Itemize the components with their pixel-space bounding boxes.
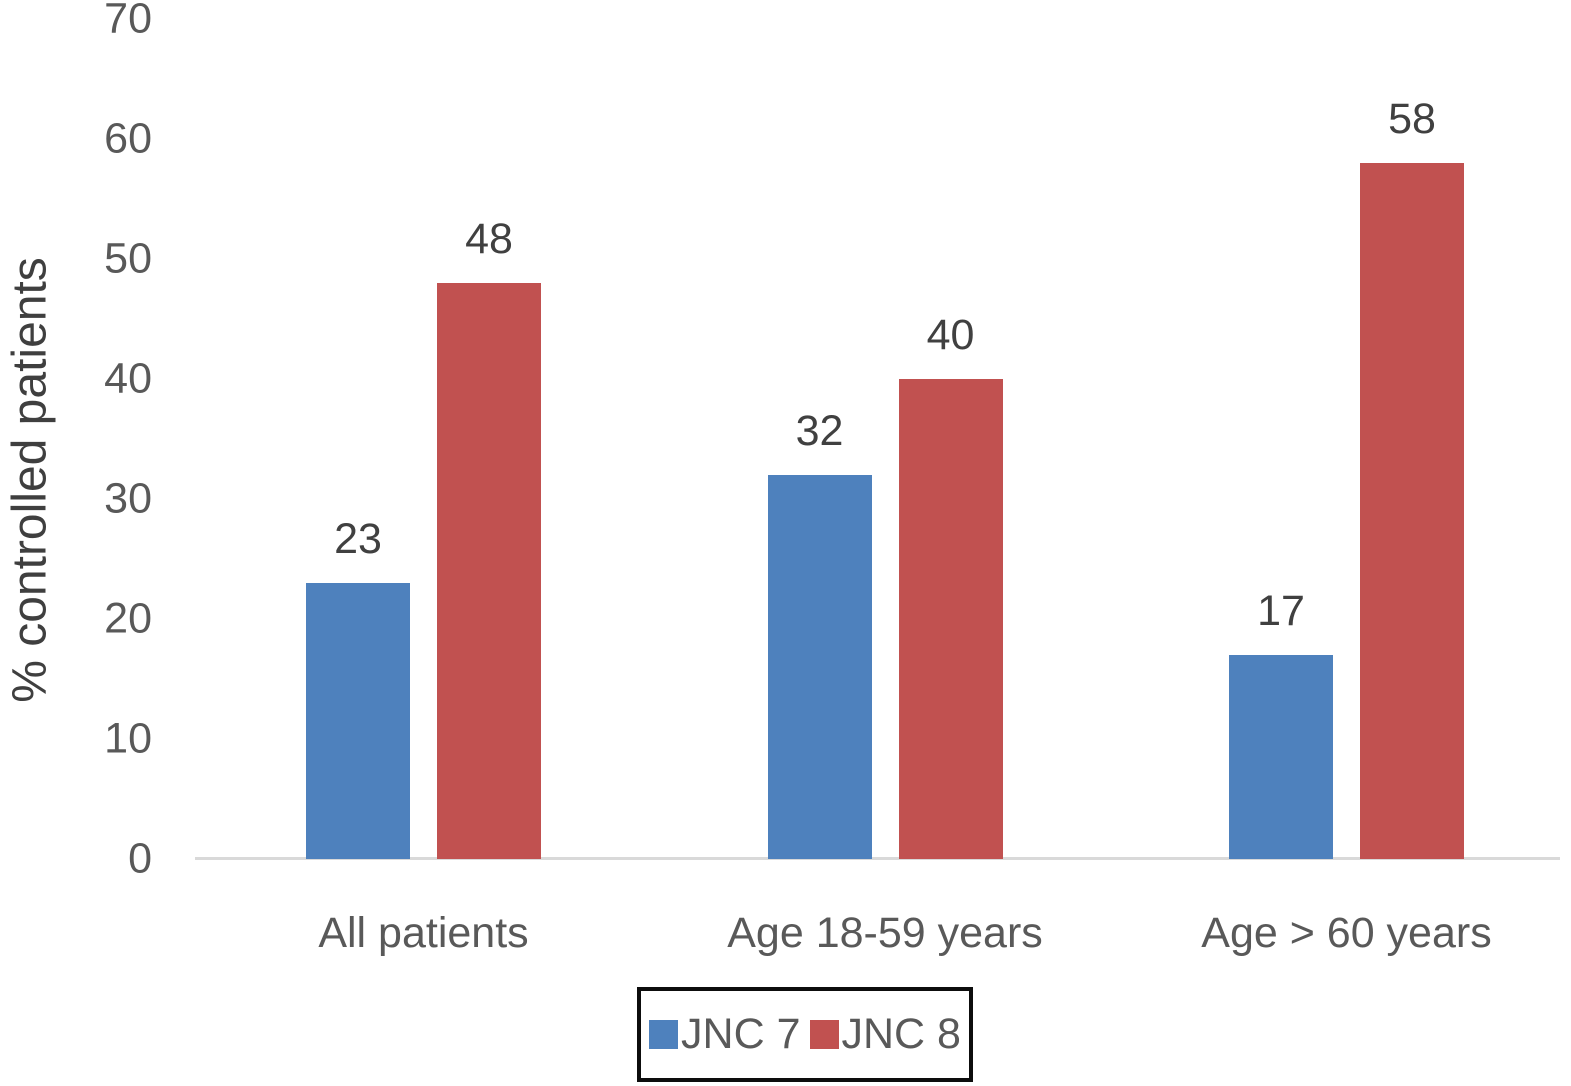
legend-label-jnc8: JNC 8 — [841, 1010, 961, 1058]
x-axis-line — [195, 857, 1560, 860]
bar-jnc7-2 — [1229, 655, 1333, 859]
y-tick-label: 60 — [104, 114, 152, 163]
category-label: Age > 60 years — [1201, 909, 1492, 957]
y-tick-label: 10 — [104, 714, 152, 763]
bar-value-label: 48 — [465, 215, 513, 263]
y-tick-label: 50 — [104, 234, 152, 283]
bar-jnc8-2 — [1360, 163, 1464, 859]
bar-value-label: 32 — [795, 407, 844, 455]
bar-jnc8-0 — [437, 283, 541, 859]
bar-jnc7-0 — [306, 583, 410, 859]
legend: JNC 7 JNC 8 — [637, 987, 973, 1082]
bar-jnc7-1 — [767, 475, 872, 859]
y-tick-label: 0 — [128, 834, 152, 883]
bar-value-label: 23 — [334, 515, 382, 563]
y-tick-label: 40 — [104, 354, 152, 403]
legend-item-jnc7: JNC 7 — [649, 1010, 801, 1059]
bar-value-label: 58 — [1388, 95, 1436, 143]
y-tick-label: 20 — [104, 594, 152, 643]
bar-value-label: 40 — [926, 311, 975, 359]
jnc8-series-swatch-icon — [809, 1020, 839, 1049]
jnc7-series-swatch-icon — [649, 1020, 679, 1049]
bar-value-label: 17 — [1257, 587, 1305, 635]
bar-jnc8-1 — [898, 379, 1003, 859]
legend-label-jnc7: JNC 7 — [681, 1010, 801, 1058]
category-label: All patients — [318, 909, 529, 957]
category-label: Age 18-59 years — [727, 909, 1043, 957]
y-tick-label: 70 — [104, 0, 152, 43]
legend-item-jnc8: JNC 8 — [809, 1010, 961, 1059]
y-tick-label: 30 — [104, 474, 152, 523]
